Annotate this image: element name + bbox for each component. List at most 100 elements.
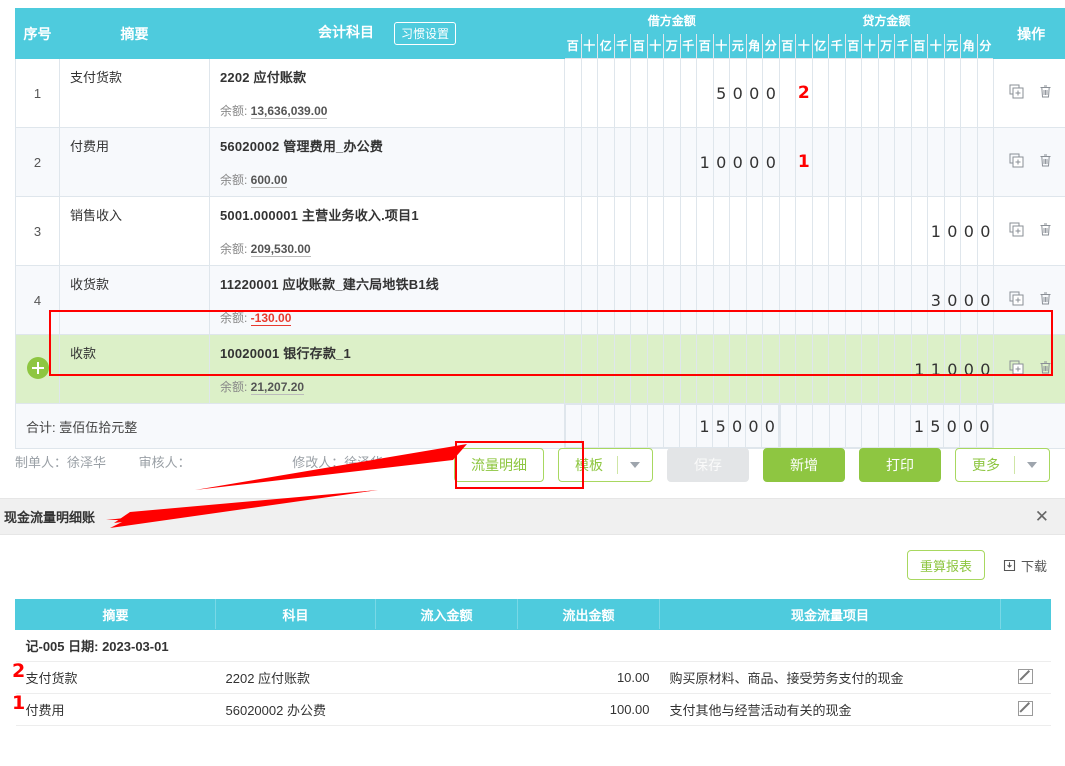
amount-digit-credit-r2-分[interactable]: 0	[977, 197, 994, 266]
amount-digit-debit-r2-百[interactable]	[631, 197, 648, 266]
amount-digit-credit-r4-元[interactable]: 0	[944, 335, 961, 404]
amount-digit-debit-r1-百[interactable]	[631, 128, 648, 197]
row-subject[interactable]: 56020002 管理费用_办公费余额: 600.00	[210, 128, 565, 197]
amount-digit-debit-r3-亿[interactable]	[598, 266, 615, 335]
copy-row-icon[interactable]	[1009, 153, 1024, 171]
amount-digit-debit-r0-千[interactable]	[680, 59, 697, 128]
amount-digit-credit-r0-分[interactable]	[977, 59, 994, 128]
amount-digit-debit-r0-千[interactable]	[614, 59, 631, 128]
amount-digit-credit-r3-十[interactable]	[796, 266, 813, 335]
row-abstract[interactable]: 支付货款	[60, 59, 210, 128]
amount-digit-credit-r2-百[interactable]	[779, 197, 796, 266]
amount-digit-credit-r3-万[interactable]	[878, 266, 895, 335]
amount-digit-debit-r4-十[interactable]	[713, 335, 730, 404]
amount-digit-debit-r0-十[interactable]: 5	[713, 59, 730, 128]
amount-digit-debit-r0-十[interactable]	[647, 59, 664, 128]
add-row-button[interactable]	[16, 335, 60, 404]
amount-digit-debit-r2-十[interactable]	[713, 197, 730, 266]
amount-digit-debit-r1-百[interactable]: 1	[697, 128, 714, 197]
close-icon[interactable]: ✕	[1035, 508, 1049, 525]
amount-digit-credit-r2-角[interactable]: 0	[961, 197, 978, 266]
amount-digit-credit-r1-千[interactable]	[829, 128, 846, 197]
amount-digit-debit-r3-千[interactable]	[680, 266, 697, 335]
template-button[interactable]: 模板	[558, 448, 653, 482]
habit-settings-button[interactable]: 习惯设置	[394, 22, 456, 45]
amount-digit-credit-r4-十[interactable]: 1	[928, 335, 945, 404]
amount-digit-credit-r0-十[interactable]	[928, 59, 945, 128]
amount-digit-credit-r0-百[interactable]	[779, 59, 796, 128]
amount-digit-credit-r0-百[interactable]	[911, 59, 928, 128]
amount-digit-debit-r0-十[interactable]	[581, 59, 598, 128]
amount-digit-credit-r3-元[interactable]: 0	[944, 266, 961, 335]
amount-digit-credit-r1-亿[interactable]	[812, 128, 829, 197]
amount-digit-debit-r3-十[interactable]	[713, 266, 730, 335]
amount-digit-credit-r3-十[interactable]: 3	[928, 266, 945, 335]
amount-digit-debit-r1-十[interactable]	[581, 128, 598, 197]
delete-row-icon[interactable]	[1038, 291, 1053, 309]
amount-digit-credit-r0-角[interactable]	[961, 59, 978, 128]
amount-digit-credit-r2-千[interactable]	[895, 197, 912, 266]
amount-digit-debit-r3-百[interactable]	[565, 266, 582, 335]
amount-digit-debit-r2-百[interactable]	[697, 197, 714, 266]
amount-digit-debit-r1-百[interactable]	[565, 128, 582, 197]
amount-digit-credit-r1-十[interactable]	[928, 128, 945, 197]
amount-digit-debit-r1-千[interactable]	[680, 128, 697, 197]
amount-digit-debit-r2-元[interactable]	[730, 197, 747, 266]
amount-digit-debit-r1-十[interactable]	[647, 128, 664, 197]
amount-digit-credit-r0-千[interactable]	[895, 59, 912, 128]
amount-digit-debit-r4-万[interactable]	[664, 335, 681, 404]
amount-digit-debit-r2-千[interactable]	[680, 197, 697, 266]
amount-digit-debit-r3-元[interactable]	[730, 266, 747, 335]
print-button[interactable]: 打印	[859, 448, 941, 482]
amount-digit-credit-r4-百[interactable]	[779, 335, 796, 404]
amount-digit-credit-r2-百[interactable]	[911, 197, 928, 266]
amount-digit-debit-r4-百[interactable]	[631, 335, 648, 404]
amount-digit-debit-r4-分[interactable]	[763, 335, 780, 404]
delete-row-icon[interactable]	[1038, 360, 1053, 378]
amount-digit-credit-r1-分[interactable]	[977, 128, 994, 197]
amount-digit-debit-r3-百[interactable]	[697, 266, 714, 335]
copy-row-icon[interactable]	[1009, 360, 1024, 378]
amount-digit-credit-r2-亿[interactable]	[812, 197, 829, 266]
amount-digit-debit-r2-十[interactable]	[647, 197, 664, 266]
amount-digit-credit-r1-千[interactable]	[895, 128, 912, 197]
amount-digit-debit-r0-百[interactable]	[697, 59, 714, 128]
amount-digit-debit-r3-角[interactable]	[746, 266, 763, 335]
copy-row-icon[interactable]	[1009, 291, 1024, 309]
amount-digit-credit-r3-百[interactable]	[911, 266, 928, 335]
row-subject[interactable]: 11220001 应收账款_建六局地铁B1线余额: -130.00	[210, 266, 565, 335]
amount-digit-debit-r2-角[interactable]	[746, 197, 763, 266]
amount-digit-credit-r4-分[interactable]: 0	[977, 335, 994, 404]
amount-digit-credit-r4-千[interactable]	[829, 335, 846, 404]
amount-digit-debit-r3-分[interactable]	[763, 266, 780, 335]
amount-digit-debit-r0-分[interactable]: 0	[763, 59, 780, 128]
amount-digit-debit-r3-千[interactable]	[614, 266, 631, 335]
amount-digit-debit-r2-千[interactable]	[614, 197, 631, 266]
amount-digit-debit-r1-分[interactable]: 0	[763, 128, 780, 197]
amount-digit-credit-r1-十[interactable]	[862, 128, 879, 197]
amount-digit-debit-r1-亿[interactable]	[598, 128, 615, 197]
amount-digit-credit-r1-角[interactable]	[961, 128, 978, 197]
amount-digit-debit-r4-元[interactable]	[730, 335, 747, 404]
amount-digit-debit-r4-角[interactable]	[746, 335, 763, 404]
amount-digit-debit-r2-十[interactable]	[581, 197, 598, 266]
amount-digit-credit-r4-十[interactable]	[862, 335, 879, 404]
amount-digit-credit-r3-百[interactable]	[779, 266, 796, 335]
amount-digit-credit-r0-亿[interactable]	[812, 59, 829, 128]
amount-digit-credit-r4-十[interactable]	[796, 335, 813, 404]
amount-digit-debit-r4-千[interactable]	[614, 335, 631, 404]
copy-row-icon[interactable]	[1009, 222, 1024, 240]
download-button[interactable]: 下载	[1003, 556, 1047, 575]
copy-row-icon[interactable]	[1009, 84, 1024, 102]
amount-digit-debit-r3-十[interactable]	[581, 266, 598, 335]
amount-digit-credit-r3-亿[interactable]	[812, 266, 829, 335]
amount-digit-credit-r3-角[interactable]: 0	[961, 266, 978, 335]
amount-digit-debit-r4-十[interactable]	[581, 335, 598, 404]
amount-digit-debit-r4-千[interactable]	[680, 335, 697, 404]
amount-digit-credit-r1-元[interactable]	[944, 128, 961, 197]
amount-digit-credit-r1-万[interactable]	[878, 128, 895, 197]
